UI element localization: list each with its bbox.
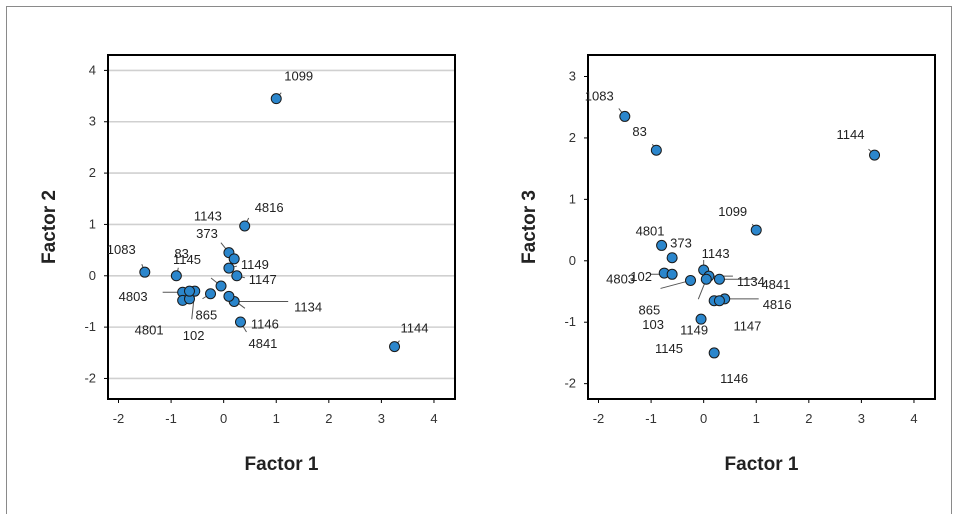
data-point-4816: [240, 221, 250, 231]
x-tick-label: -2: [593, 411, 605, 426]
data-point-4841: [235, 317, 245, 327]
y-tick-label: 3: [89, 114, 96, 129]
point-label-1134: 1134: [294, 299, 322, 314]
scatter-panel-1: -2 -1 0 1 2 3 4 -2 -1 0 1 2 3 4 Factor 1 Factor 2 1099 11…: [39, 55, 455, 475]
x-axis-title: Factor 1: [725, 454, 799, 475]
x-tick-label: -1: [645, 411, 657, 426]
x-tick-label: -2: [113, 411, 125, 426]
y-axis-title: Factor 2: [39, 190, 60, 264]
x-tick-label: 4: [430, 411, 437, 426]
data-point-1147: [232, 271, 242, 281]
data-point-1144: [390, 342, 400, 352]
data-point-4841: [714, 274, 724, 284]
point-label-865: 865: [196, 308, 218, 323]
point-label-83: 83: [632, 124, 646, 139]
y-tick-label: 0: [569, 253, 576, 268]
point-label-4816: 4816: [763, 297, 792, 312]
data-point-865: [206, 289, 216, 299]
data-point-1144: [870, 150, 880, 160]
point-label-1146: 1146: [251, 316, 279, 331]
point-label-4803: 4803: [119, 289, 148, 304]
data-point-4801: [657, 240, 667, 250]
y-tick-label: 0: [89, 268, 96, 283]
point-label-865: 865: [639, 302, 661, 317]
x-tick-label: 3: [858, 411, 865, 426]
y-tick-label: 1: [89, 216, 96, 231]
point-label-1099: 1099: [718, 204, 747, 219]
x-tick-label: 2: [325, 411, 332, 426]
data-point-4803: [667, 269, 677, 279]
y-tick-label: -1: [84, 319, 96, 334]
x-tick-label: 2: [805, 411, 812, 426]
point-label-4841: 4841: [761, 277, 790, 292]
point-label-4816: 4816: [255, 200, 284, 215]
point-label-1149: 1149: [680, 323, 708, 338]
plot-area-border: [108, 55, 455, 399]
point-label-1143: 1143: [194, 209, 222, 224]
data-point-1083: [620, 111, 630, 121]
point-label-1145: 1145: [173, 252, 201, 267]
point-label-4801: 4801: [636, 223, 665, 238]
point-label-1146: 1146: [720, 371, 748, 386]
data-point-83: [171, 271, 181, 281]
y-tick-label: 3: [569, 69, 576, 84]
data-point-1099: [751, 225, 761, 235]
y-tick-label: 1: [569, 191, 576, 206]
x-tick-label: 0: [700, 411, 707, 426]
point-label-4803: 4803: [606, 271, 635, 286]
y-tick-label: 4: [89, 62, 96, 77]
point-label-1099: 1099: [284, 69, 313, 84]
x-tick-label: 4: [910, 411, 917, 426]
point-label-102: 102: [183, 328, 205, 343]
data-point-1146: [709, 348, 719, 358]
data-point-83: [651, 145, 661, 155]
data-point-103: [701, 274, 711, 284]
point-label-103: 103: [642, 317, 664, 332]
scatter-panel-2: -2 -1 0 1 2 3 -2 -1 0 1 2 3 4 Factor 1 Factor 3 1083 83 1…: [519, 55, 935, 475]
point-label-4801: 4801: [135, 322, 164, 337]
data-point: [184, 286, 194, 296]
x-tick-label: 1: [753, 411, 760, 426]
data-point-373: [229, 254, 239, 264]
x-tick-label: -1: [165, 411, 177, 426]
point-label-1143: 1143: [702, 246, 730, 261]
x-tick-label: 0: [220, 411, 227, 426]
point-label-1083: 1083: [585, 88, 614, 103]
data-point-373: [667, 253, 677, 263]
point-label-1147: 1147: [249, 272, 277, 287]
point-label-373: 373: [670, 236, 692, 251]
y-axis-title: Factor 3: [519, 190, 540, 264]
point-label-1147: 1147: [733, 319, 761, 334]
data-point-1083: [140, 267, 150, 277]
data-point-865: [686, 275, 696, 285]
data-point-1147: [714, 296, 724, 306]
y-tick-label: 2: [569, 130, 576, 145]
point-label-1083: 1083: [107, 242, 136, 257]
data-point-1149: [224, 263, 234, 273]
x-axis-title: Factor 1: [245, 454, 319, 475]
y-tick-label: -2: [564, 376, 576, 391]
x-tick-label: 1: [273, 411, 280, 426]
data-point-1099: [271, 94, 281, 104]
y-tick-label: -1: [564, 314, 576, 329]
point-label-4841: 4841: [248, 336, 277, 351]
data-point-1146: [224, 291, 234, 301]
point-label-1149: 1149: [241, 257, 269, 272]
x-tick-label: 3: [378, 411, 385, 426]
point-label-1144: 1144: [401, 321, 429, 336]
point-label-1144: 1144: [837, 127, 865, 142]
data-point-1145: [216, 281, 226, 291]
y-tick-label: -2: [84, 370, 96, 385]
y-tick-label: 2: [89, 165, 96, 180]
point-label-1145: 1145: [655, 341, 683, 356]
point-label-373: 373: [196, 226, 218, 241]
